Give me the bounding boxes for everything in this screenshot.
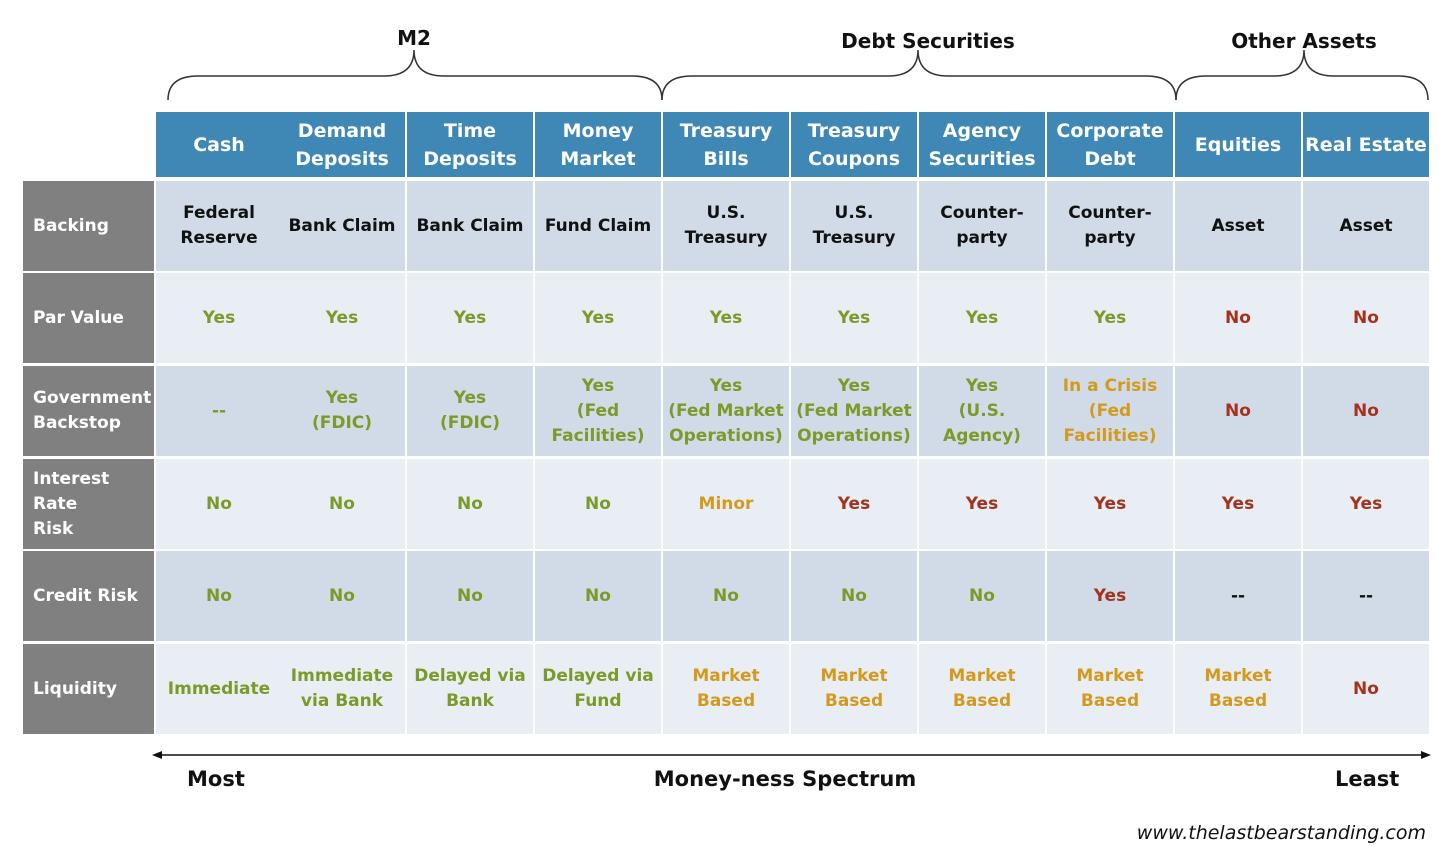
table-cell: Immediate via Bank	[279, 644, 405, 734]
table-cell: Asset	[1303, 181, 1429, 271]
table-cell: Yes	[663, 273, 789, 363]
row-header-backing: Backing	[23, 181, 154, 271]
table-cell: Yes (Fed Facilities)	[535, 366, 661, 456]
group-braces	[167, 49, 1429, 101]
column-header-agency-securities: Agency Securities	[919, 112, 1045, 177]
brace-debt-securities	[661, 49, 1177, 101]
row-header-government-backstop: Government Backstop	[23, 366, 154, 456]
table-cell: Bank Claim	[279, 181, 405, 271]
source-credit: www.thelastbearstanding.com	[1136, 822, 1426, 844]
table-cell: U.S. Treasury	[663, 181, 789, 271]
table-cell: Yes	[1047, 273, 1173, 363]
group-label-debt-securities: Debt Securities	[841, 29, 1015, 53]
table-cell: Delayed via Bank	[407, 644, 533, 734]
table-cell: Yes	[1047, 459, 1173, 549]
group-label-m2: M2	[397, 26, 431, 50]
table-cell: Yes	[156, 273, 282, 363]
table-cell: No	[919, 551, 1045, 641]
row-header-par-value: Par Value	[23, 273, 154, 363]
table-cell: --	[1303, 551, 1429, 641]
table-cell: No	[407, 459, 533, 549]
table-cell: Counter- party	[919, 181, 1045, 271]
column-header-treasury-coupons: Treasury Coupons	[791, 112, 917, 177]
table-cell: --	[156, 366, 282, 456]
table-cell: Market Based	[1047, 644, 1173, 734]
column-header-cash: Cash	[156, 112, 282, 177]
table-cell: Yes	[1047, 551, 1173, 641]
column-header-treasury-bills: Treasury Bills	[663, 112, 789, 177]
table-cell: No	[1303, 273, 1429, 363]
table-cell: Yes (FDIC)	[407, 366, 533, 456]
table-cell: Yes (Fed Market Operations)	[791, 366, 917, 456]
table-cell: Yes	[919, 273, 1045, 363]
table-cell: No	[279, 459, 405, 549]
table-cell: Federal Reserve	[156, 181, 282, 271]
table-cell: No	[663, 551, 789, 641]
table-cell: No	[156, 551, 282, 641]
table-cell: Yes	[407, 273, 533, 363]
table-cell: Market Based	[1175, 644, 1301, 734]
row-header-credit-risk: Credit Risk	[23, 551, 154, 641]
table-cell: Yes	[1303, 459, 1429, 549]
table-cell: Yes	[535, 273, 661, 363]
table-cell: Yes	[279, 273, 405, 363]
table-cell: No	[1303, 644, 1429, 734]
table-cell: Yes (FDIC)	[279, 366, 405, 456]
column-header-corporate-debt: Corporate Debt	[1047, 112, 1173, 177]
table-cell: Market Based	[791, 644, 917, 734]
table-cell: Immediate	[156, 644, 282, 734]
table-cell: --	[1175, 551, 1301, 641]
brace-other-assets	[1175, 49, 1429, 101]
table-cell: Yes	[919, 459, 1045, 549]
table-cell: Minor	[663, 459, 789, 549]
column-header-real-estate: Real Estate	[1303, 112, 1429, 177]
table-cell: No	[535, 551, 661, 641]
table-cell: Yes	[1175, 459, 1301, 549]
table-cell: No	[1175, 366, 1301, 456]
brace-m2	[167, 49, 663, 101]
table-cell: Market Based	[919, 644, 1045, 734]
row-header-liquidity: Liquidity	[23, 644, 154, 734]
table-cell: Market Based	[663, 644, 789, 734]
table-cell: Asset	[1175, 181, 1301, 271]
table-cell: No	[1303, 366, 1429, 456]
column-header-time-deposits: Time Deposits	[407, 112, 533, 177]
spectrum-most-label: Most	[187, 767, 245, 791]
table-cell: No	[407, 551, 533, 641]
spectrum-arrow	[152, 751, 1431, 759]
table-cell: No	[156, 459, 282, 549]
table-cell: U.S. Treasury	[791, 181, 917, 271]
table-cell: No	[535, 459, 661, 549]
column-header-equities: Equities	[1175, 112, 1301, 177]
table-cell: Yes	[791, 273, 917, 363]
table-cell: Yes (U.S. Agency)	[919, 366, 1045, 456]
column-header-money-market: Money Market	[535, 112, 661, 177]
table-cell: Bank Claim	[407, 181, 533, 271]
table-cell: Delayed via Fund	[535, 644, 661, 734]
table-cell: Yes	[791, 459, 917, 549]
spectrum-title: Money-ness Spectrum	[653, 767, 917, 791]
table-cell: Counter- party	[1047, 181, 1173, 271]
spectrum-least-label: Least	[1335, 767, 1400, 791]
table-cell: Fund Claim	[535, 181, 661, 271]
table-cell: No	[279, 551, 405, 641]
column-header-demand-deposits: Demand Deposits	[279, 112, 405, 177]
table-cell: No	[1175, 273, 1301, 363]
group-label-other-assets: Other Assets	[1231, 29, 1377, 53]
table-cell: In a Crisis (Fed Facilities)	[1047, 366, 1173, 456]
table-cell: Yes (Fed Market Operations)	[663, 366, 789, 456]
table-cell: No	[791, 551, 917, 641]
row-header-interest-rate-risk: Interest Rate Risk	[23, 459, 154, 549]
